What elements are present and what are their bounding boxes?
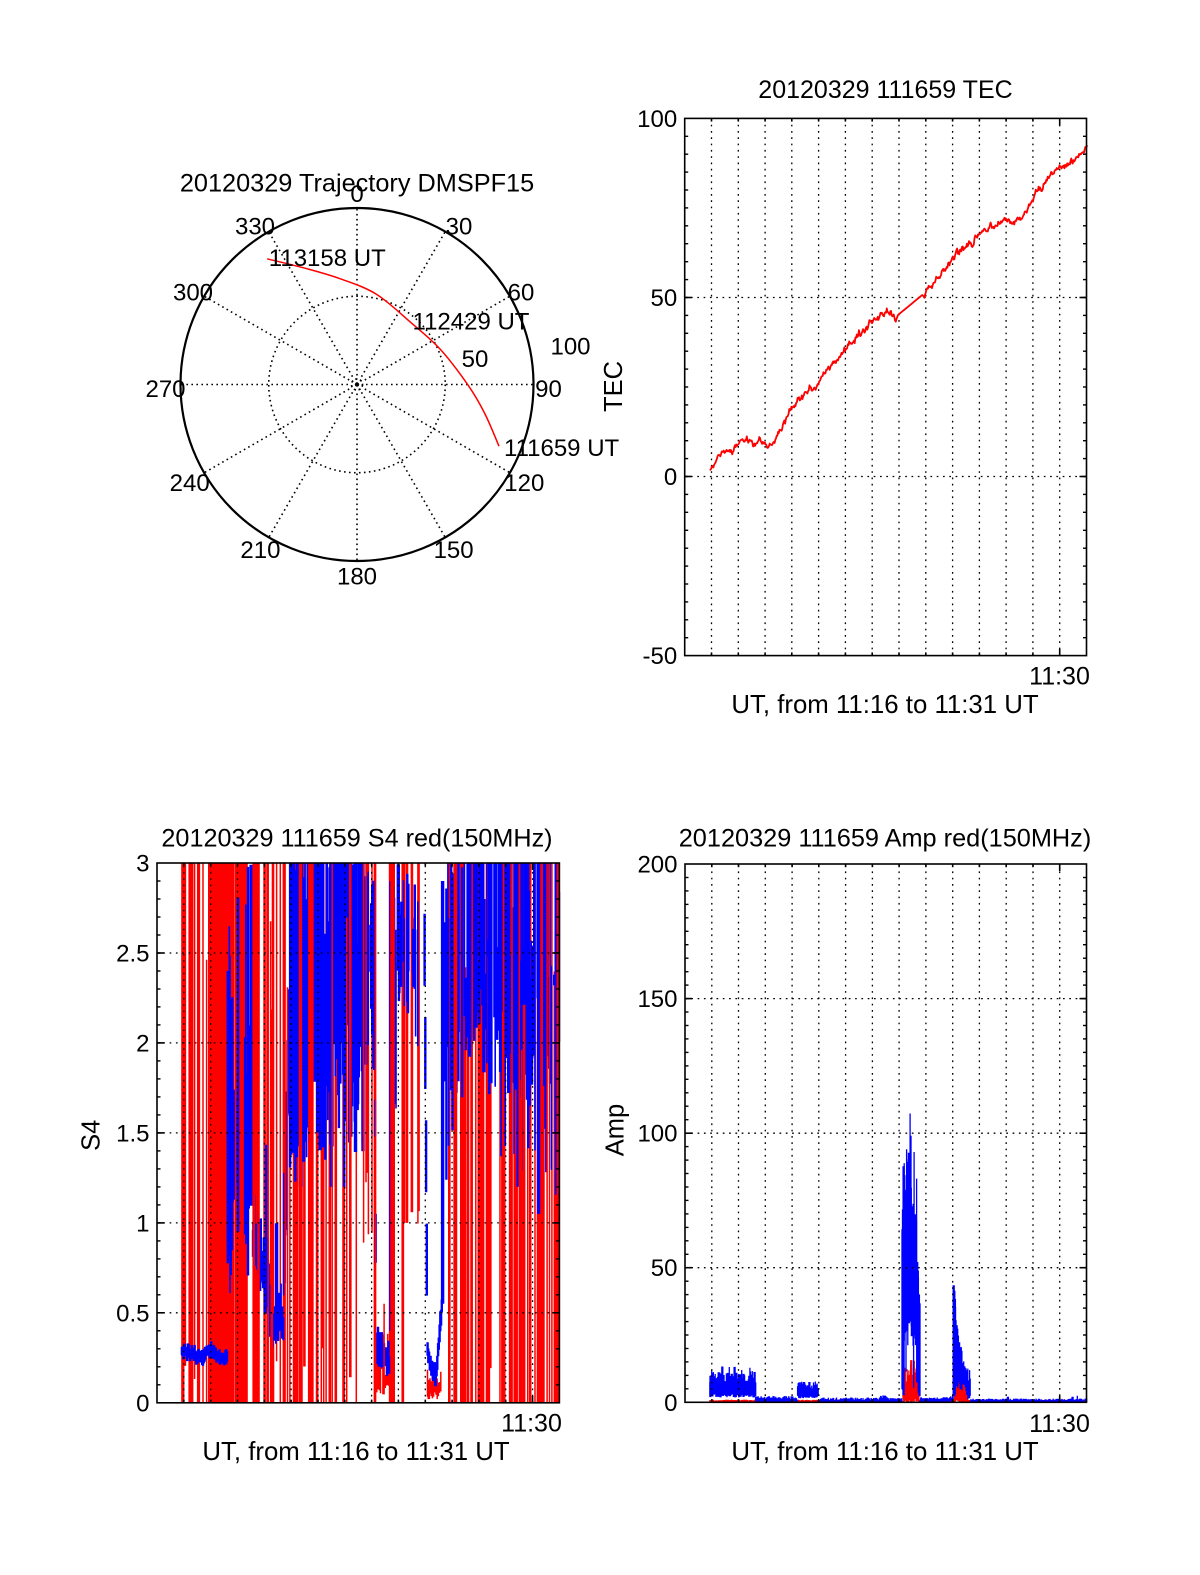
svg-text:2: 2 [136, 1030, 149, 1057]
svg-text:UT, from 11:16 to 11:31 UT: UT, from 11:16 to 11:31 UT [731, 691, 1039, 719]
svg-text:UT, from 11:16 to 11:31 UT: UT, from 11:16 to 11:31 UT [202, 1438, 510, 1466]
svg-text:112429 UT: 112429 UT [413, 309, 530, 336]
svg-text:60: 60 [508, 280, 535, 307]
svg-text:210: 210 [240, 537, 280, 564]
svg-text:S4: S4 [78, 1120, 106, 1151]
svg-text:2.5: 2.5 [116, 941, 149, 968]
svg-text:200: 200 [637, 852, 677, 879]
svg-text:0: 0 [664, 464, 677, 491]
svg-text:1.5: 1.5 [116, 1120, 149, 1147]
svg-text:150: 150 [434, 537, 474, 564]
svg-text:50: 50 [651, 1255, 678, 1282]
svg-text:270: 270 [145, 376, 185, 403]
svg-text:0.5: 0.5 [116, 1300, 149, 1327]
svg-text:0: 0 [350, 181, 363, 208]
svg-text:100: 100 [637, 1121, 677, 1148]
svg-text:11:30: 11:30 [1029, 1410, 1090, 1438]
svg-text:Amp: Amp [602, 1104, 630, 1156]
svg-text:50: 50 [462, 346, 489, 373]
svg-text:180: 180 [337, 564, 377, 591]
svg-text:100: 100 [637, 106, 677, 133]
svg-text:UT, from 11:16 to 11:31 UT: UT, from 11:16 to 11:31 UT [731, 1438, 1039, 1466]
svg-text:120: 120 [504, 470, 544, 497]
svg-text:330: 330 [235, 214, 275, 241]
svg-text:90: 90 [535, 376, 562, 403]
svg-text:TEC: TEC [600, 361, 628, 412]
svg-text:30: 30 [446, 214, 473, 241]
svg-text:300: 300 [173, 280, 213, 307]
svg-text:11:30: 11:30 [501, 1410, 562, 1438]
svg-text:1: 1 [136, 1210, 149, 1237]
svg-text:100: 100 [550, 334, 590, 361]
svg-text:113158 UT: 113158 UT [269, 245, 386, 272]
svg-text:20120329 111659 Amp red(150MHz: 20120329 111659 Amp red(150MHz) [679, 825, 1092, 853]
svg-text:20120329 Trajectory DMSPF15: 20120329 Trajectory DMSPF15 [180, 170, 534, 198]
svg-text:150: 150 [637, 986, 677, 1013]
svg-text:240: 240 [170, 470, 210, 497]
svg-text:0: 0 [664, 1390, 677, 1417]
svg-text:3: 3 [136, 851, 149, 878]
svg-text:20120329 111659 S4 red(150MHz): 20120329 111659 S4 red(150MHz) [161, 825, 552, 853]
svg-text:0: 0 [136, 1390, 149, 1417]
svg-text:11:30: 11:30 [1029, 663, 1090, 691]
svg-text:111659 UT: 111659 UT [504, 435, 620, 462]
svg-text:-50: -50 [643, 643, 678, 670]
svg-text:50: 50 [650, 285, 677, 312]
svg-text:20120329 111659 TEC: 20120329 111659 TEC [758, 76, 1012, 104]
